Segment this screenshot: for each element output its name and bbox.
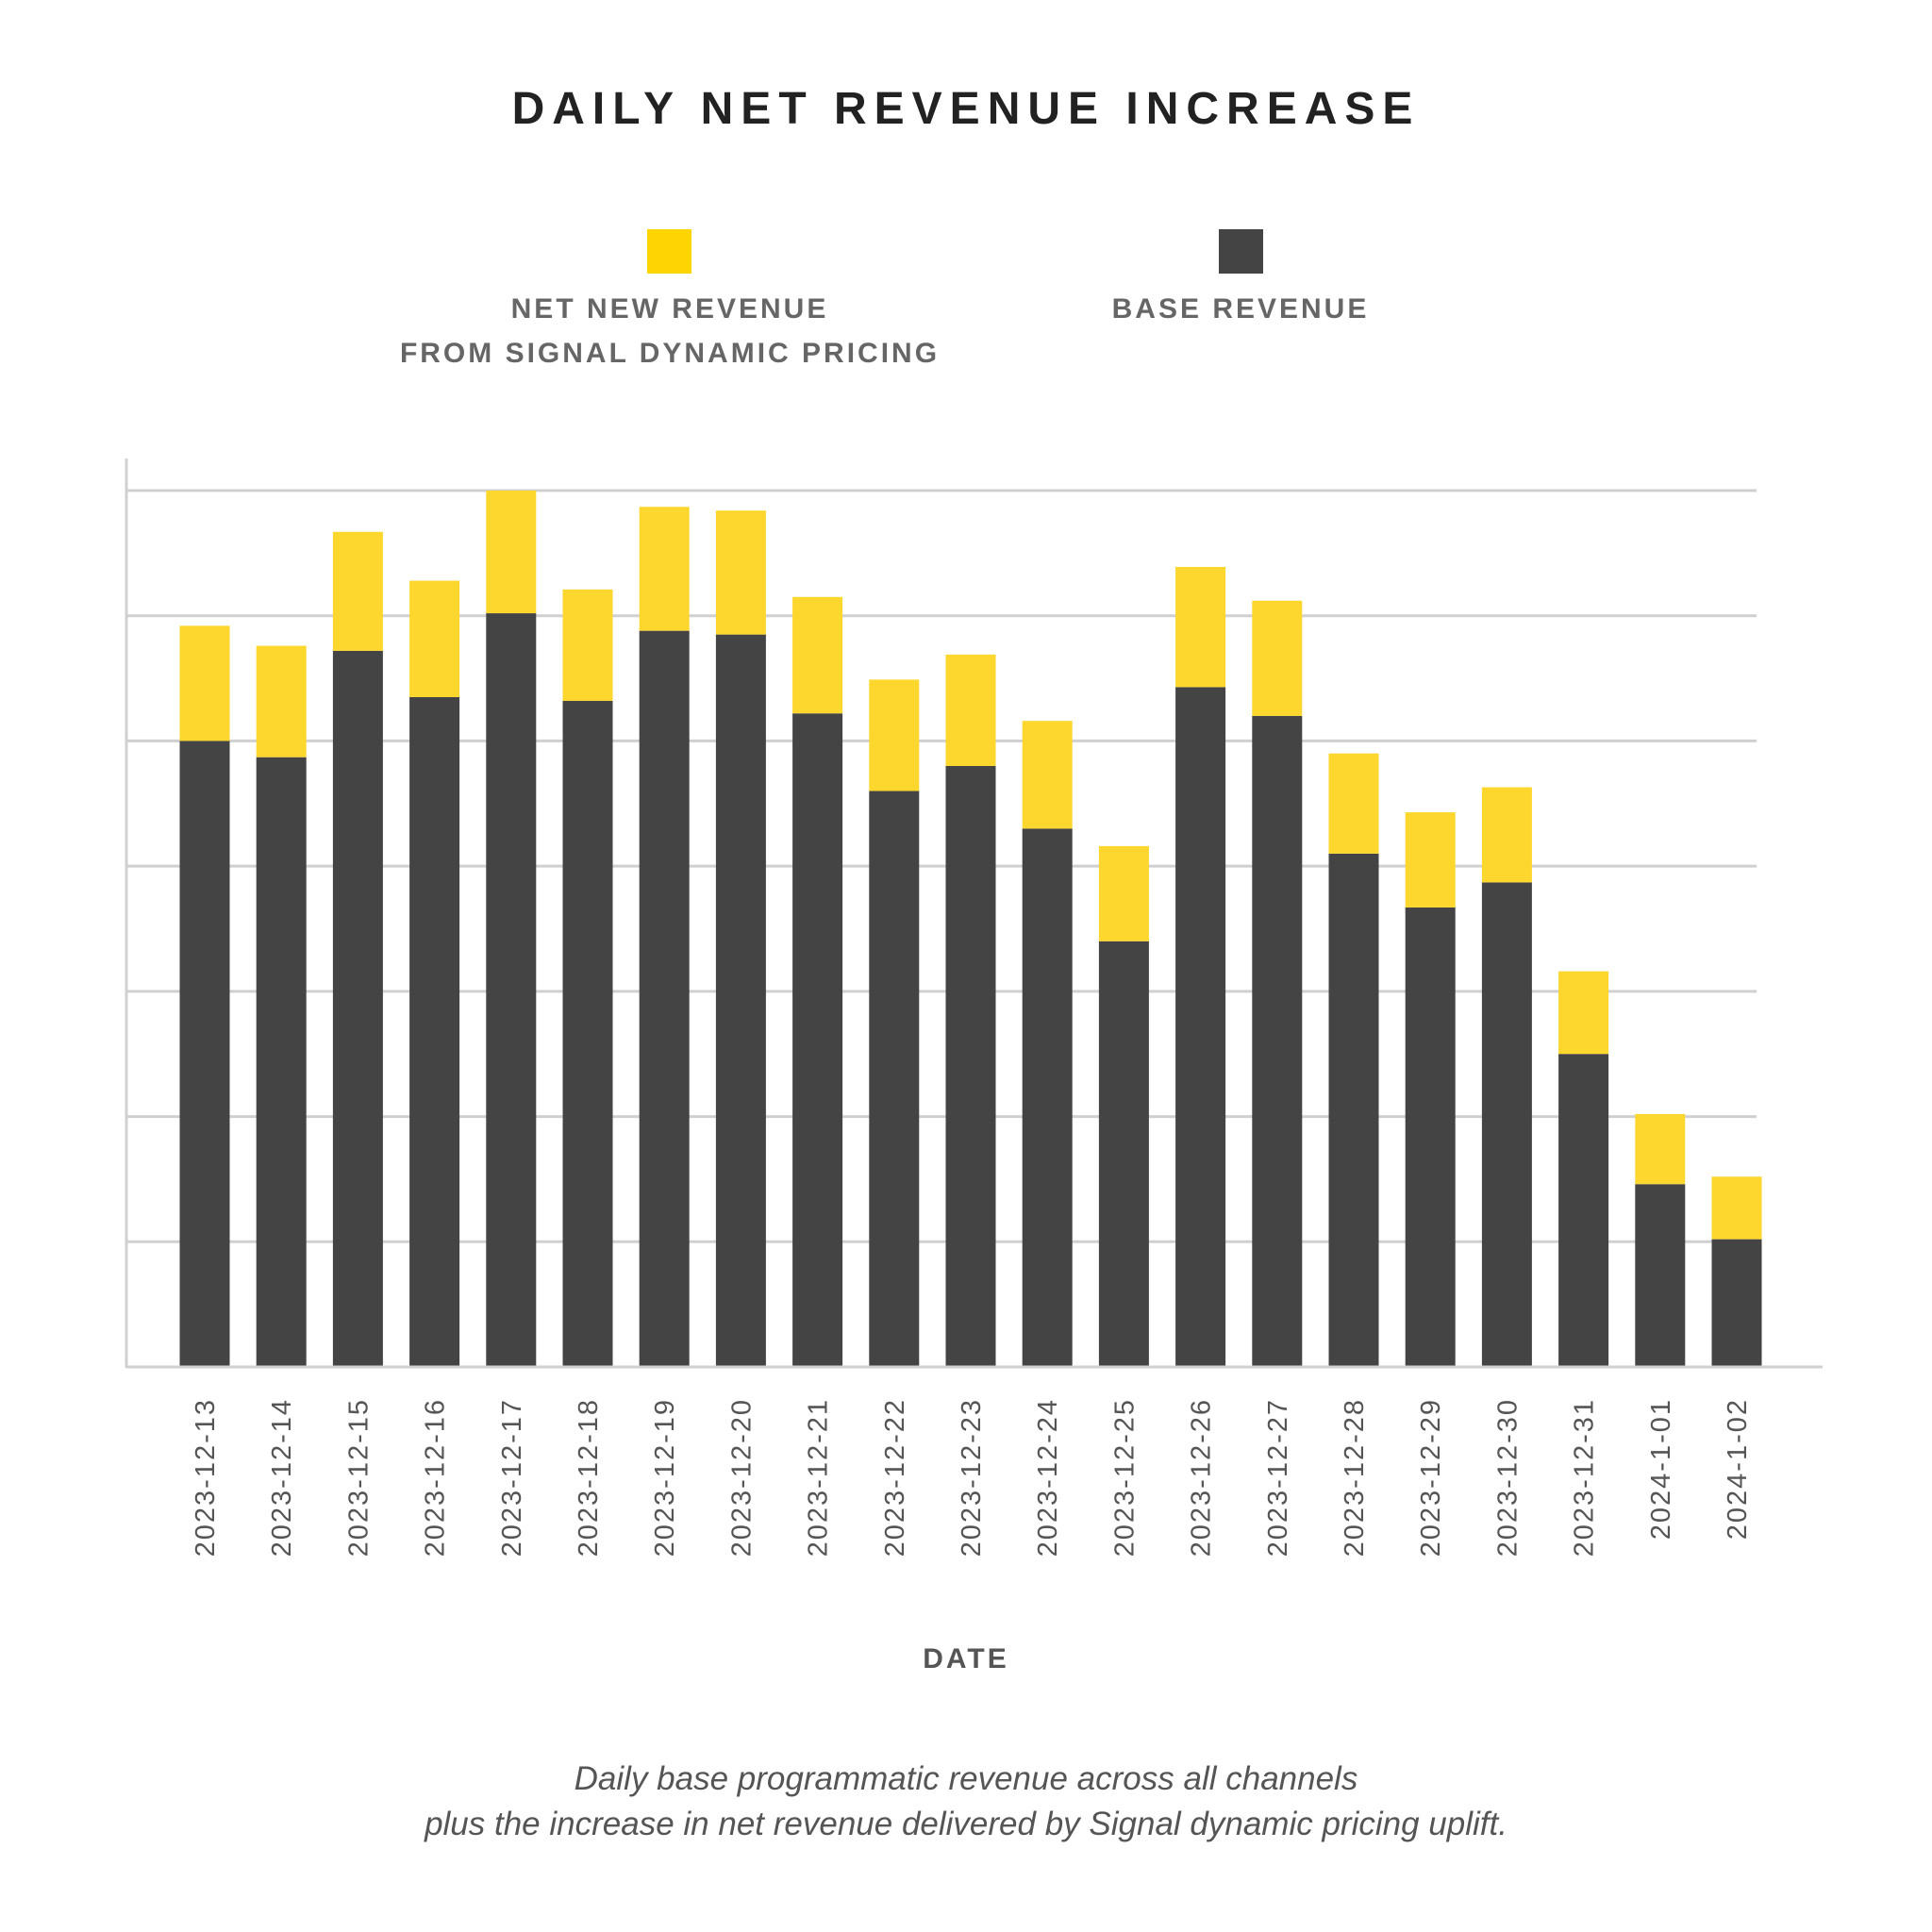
bar-net-new-revenue-2024-1-02 (1711, 1176, 1762, 1240)
x-tick-labels: 2023-12-13 2023-12-14 2023-12-15 2023-12-16… (191, 1398, 1753, 1557)
caption-line-1: Daily base programmatic revenue across a… (574, 1760, 1358, 1797)
bar-net-new-revenue-2023-12-17 (486, 491, 537, 614)
bar-net-new-revenue-2023-12-27 (1252, 600, 1303, 716)
x-tick-label-2023-12-18: 2023-12-18 (574, 1398, 604, 1557)
bar-base-revenue-2023-12-30 (1481, 882, 1532, 1367)
x-tick-label-2023-12-22: 2023-12-22 (880, 1398, 910, 1557)
x-tick-label-2024-1-02: 2024-1-02 (1723, 1398, 1753, 1540)
axes (125, 458, 1823, 1369)
x-tick-label-2023-12-13: 2023-12-13 (191, 1398, 221, 1557)
bar-base-revenue-2023-12-28 (1328, 853, 1379, 1367)
bar-base-revenue-2023-12-21 (792, 713, 843, 1367)
x-tick-label-2023-12-15: 2023-12-15 (343, 1398, 374, 1557)
bar-base-revenue-2023-12-26 (1175, 687, 1226, 1367)
bar-net-new-revenue-2023-12-30 (1481, 787, 1532, 883)
chart-title: DAILY NET REVENUE INCREASE (511, 84, 1421, 134)
x-tick-label-2023-12-28: 2023-12-28 (1340, 1398, 1370, 1557)
bar-net-new-revenue-2023-12-20 (715, 510, 766, 635)
bar-base-revenue-2023-12-14 (256, 757, 307, 1367)
x-tick-label-2023-12-29: 2023-12-29 (1416, 1398, 1446, 1557)
bar-net-new-revenue-2023-12-15 (332, 531, 383, 651)
bar-base-revenue-2023-12-29 (1405, 907, 1456, 1367)
bar-net-new-revenue-2023-12-28 (1328, 753, 1379, 854)
x-tick-label-2023-12-20: 2023-12-20 (726, 1398, 757, 1557)
x-tick-label-2023-12-26: 2023-12-26 (1187, 1398, 1217, 1557)
bar-net-new-revenue-2023-12-19 (639, 507, 690, 631)
legend-label-net-new-revenue-line2: FROM SIGNAL DYNAMIC PRICING (399, 338, 941, 369)
bar-base-revenue-2023-12-16 (409, 696, 460, 1367)
x-tick-label-2023-12-23: 2023-12-23 (957, 1398, 987, 1557)
bar-base-revenue-2023-12-27 (1252, 715, 1303, 1367)
bar-base-revenue-2023-12-17 (486, 613, 537, 1367)
bar-base-revenue-2024-1-01 (1635, 1184, 1686, 1367)
bar-base-revenue-2023-12-15 (332, 650, 383, 1367)
bar-net-new-revenue-2024-1-01 (1635, 1113, 1686, 1185)
bar-net-new-revenue-2023-12-22 (869, 679, 920, 791)
bar-base-revenue-2023-12-31 (1558, 1054, 1609, 1367)
bar-net-new-revenue-2023-12-26 (1175, 566, 1226, 688)
bar-base-revenue-2023-12-24 (1022, 828, 1073, 1367)
x-tick-label-2023-12-24: 2023-12-24 (1033, 1398, 1063, 1557)
x-tick-label-2024-1-01: 2024-1-01 (1646, 1398, 1676, 1540)
bar-base-revenue-2023-12-18 (562, 700, 613, 1367)
bar-net-new-revenue-2023-12-23 (945, 654, 996, 766)
bar-net-new-revenue-2023-12-25 (1098, 845, 1149, 941)
bar-net-new-revenue-2023-12-18 (562, 589, 613, 701)
bar-net-new-revenue-2023-12-24 (1022, 721, 1073, 829)
bar-net-new-revenue-2023-12-16 (409, 580, 460, 697)
caption: Daily base programmatic revenue across a… (0, 1757, 1932, 1847)
bar-base-revenue-2023-12-25 (1098, 941, 1149, 1367)
x-tick-label-2023-12-31: 2023-12-31 (1570, 1398, 1600, 1557)
x-tick-label-2023-12-16: 2023-12-16 (421, 1398, 451, 1557)
bar-net-new-revenue-2023-12-29 (1405, 812, 1456, 908)
bar-base-revenue-2023-12-22 (869, 791, 920, 1367)
bar-net-new-revenue-2023-12-21 (792, 596, 843, 714)
bar-base-revenue-2023-12-19 (639, 630, 690, 1367)
legend-label-net-new-revenue-line1: NET NEW REVENUE (510, 293, 829, 325)
x-tick-label-2023-12-30: 2023-12-30 (1492, 1398, 1523, 1557)
x-tick-label-2023-12-17: 2023-12-17 (497, 1398, 527, 1557)
x-tick-label-2023-12-19: 2023-12-19 (650, 1398, 680, 1557)
legend-swatch-base-revenue (1219, 229, 1263, 274)
x-tick-label-2023-12-27: 2023-12-27 (1263, 1398, 1293, 1557)
bar-net-new-revenue-2023-12-13 (179, 625, 230, 741)
bar-base-revenue-2023-12-20 (715, 634, 766, 1367)
x-tick-label-2023-12-21: 2023-12-21 (804, 1398, 834, 1557)
bars (179, 491, 1762, 1367)
bar-base-revenue-2023-12-13 (179, 741, 230, 1367)
x-tick-label-2023-12-14: 2023-12-14 (267, 1398, 297, 1557)
bar-net-new-revenue-2023-12-31 (1558, 971, 1609, 1055)
x-tick-label-2023-12-25: 2023-12-25 (1109, 1398, 1140, 1557)
legend-label-base-revenue: BASE REVENUE (1111, 293, 1370, 325)
bar-base-revenue-2023-12-23 (945, 765, 996, 1367)
bar-base-revenue-2024-1-02 (1711, 1239, 1762, 1367)
x-axis-title: DATE (923, 1643, 1009, 1674)
bar-net-new-revenue-2023-12-14 (256, 645, 307, 758)
legend-swatch-net-new-revenue (647, 229, 691, 274)
caption-line-2: plus the increase in net revenue deliver… (425, 1806, 1507, 1842)
